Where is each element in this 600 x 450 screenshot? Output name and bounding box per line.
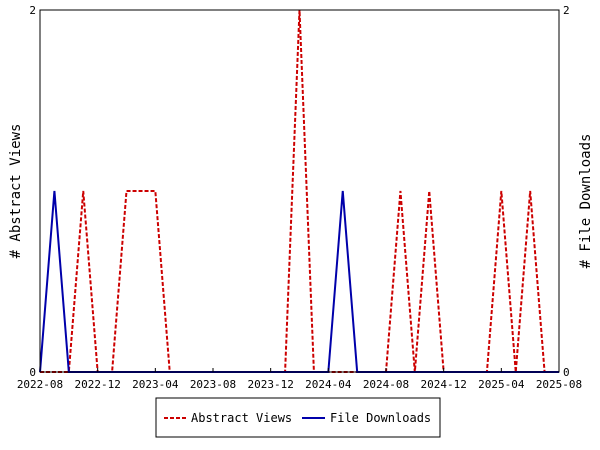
y-axis-ticks: 0 0 2 2 [29, 4, 569, 379]
y2-axis-title: # File Downloads [578, 134, 594, 269]
x-tick-label: 2024-08 [363, 378, 409, 391]
legend-label-abstract-views: Abstract Views [191, 411, 292, 425]
x-tick-label: 2024-12 [420, 378, 466, 391]
x-tick-label: 2025-04 [478, 378, 525, 391]
legend-label-file-downloads: File Downloads [330, 411, 431, 425]
legend: Abstract Views File Downloads [155, 397, 441, 438]
y2-tick-label: 2 [563, 4, 570, 17]
x-tick-label: 2022-12 [74, 378, 120, 391]
x-axis-ticks: 2022-08 2022-12 2023-04 2023-08 2023-12 2024-… [17, 368, 582, 391]
legend-box [155, 397, 441, 438]
x-tick-label: 2024-04 [305, 378, 352, 391]
plot-frame [39, 9, 560, 373]
x-tick-label: 2023-04 [132, 378, 179, 391]
y-tick-label: 0 [29, 366, 36, 379]
x-tick-label: 2022-08 [17, 378, 63, 391]
x-tick-label: 2025-08 [536, 378, 582, 391]
y-axis-title: # Abstract Views [8, 124, 24, 259]
y-tick-label: 2 [29, 4, 36, 17]
x-tick-label: 2023-08 [190, 378, 236, 391]
x-tick-label: 2023-12 [247, 378, 293, 391]
y2-tick-label: 0 [563, 366, 570, 379]
